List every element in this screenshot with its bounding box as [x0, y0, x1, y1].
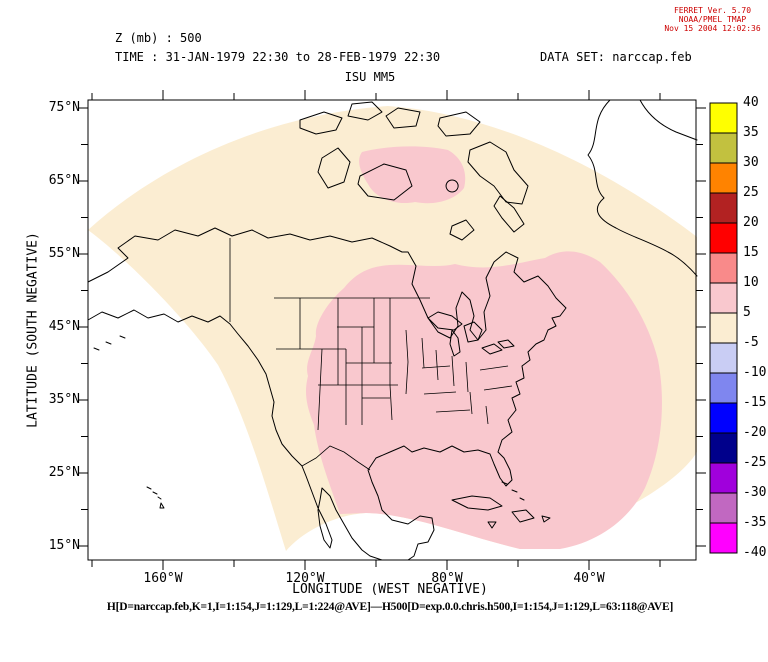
colorbar [709, 102, 738, 554]
cbar-label-m40: -40 [743, 545, 767, 560]
colorbar-frame [709, 102, 738, 554]
x-tick-40W: 40°W [573, 571, 605, 586]
ferret-version: FERRET Ver. 5.70 [673, 6, 752, 15]
model-domain [88, 106, 697, 551]
colorbar-cell [709, 222, 738, 254]
plot-title: Z (mb) : 500 [115, 31, 202, 45]
ferret-credit: FERRET Ver. 5.70 NOAA/PMEL TMAP Nov 15 2… [640, 6, 768, 33]
colorbar-cell [709, 162, 738, 194]
x-axis-label: LONGITUDE (WEST NEGATIVE) [292, 582, 488, 597]
cbar-label-20: 20 [743, 215, 759, 230]
colorbar-cell [709, 432, 738, 464]
ferret-timestamp: Nov 15 2004 12:02:36 [664, 24, 761, 33]
cbar-label-25: 25 [743, 185, 759, 200]
ferret-org: NOAA/PMEL TMAP [678, 15, 747, 24]
cbar-label-m20: -20 [743, 425, 767, 440]
cbar-label-5: 5 [743, 305, 751, 320]
cbar-label-m25: -25 [743, 455, 767, 470]
colorbar-cell [709, 492, 738, 524]
colorbar-cell [709, 312, 738, 344]
x-tick-160W: 160°W [143, 571, 183, 586]
colorbar-cell [709, 282, 738, 314]
ferret-expression: H[D=narccap.feb,K=1,I=1:154,J=1:129,L=1:… [106, 601, 674, 613]
cbar-label-m15: -15 [743, 395, 767, 410]
y-tick-65N: 65°N [48, 173, 80, 188]
coastlines [87, 99, 698, 561]
cbar-label-m5: -5 [743, 335, 759, 350]
cbar-label-15: 15 [743, 245, 759, 260]
state-borders [229, 238, 513, 471]
colorbar-cell [709, 372, 738, 404]
y-tick-25N: 25°N [48, 465, 80, 480]
colorbar-cell [709, 132, 738, 164]
colorbar-cell [709, 192, 738, 224]
plot-subtitle: ISU MM5 [344, 70, 396, 84]
time-range: TIME : 31-JAN-1979 22:30 to 28-FEB-1979 … [115, 50, 441, 64]
plot-frame [87, 99, 697, 561]
axis-ticks [78, 90, 706, 570]
cbar-label-10: 10 [743, 275, 759, 290]
x-tick-80W: 80°W [431, 571, 463, 586]
cbar-label-m10: -10 [743, 365, 767, 380]
y-tick-75N: 75°N [48, 100, 80, 115]
colorbar-cell [709, 402, 738, 434]
colorbar-cell [709, 102, 738, 134]
dataset-label: DATA SET: narccap.feb [540, 50, 692, 64]
y-tick-35N: 35°N [48, 392, 80, 407]
y-tick-45N: 45°N [48, 319, 80, 334]
colorbar-cell [709, 252, 738, 284]
colorbar-cell [709, 462, 738, 494]
x-tick-120W: 120°W [285, 571, 325, 586]
cbar-label-40: 40 [743, 95, 759, 110]
band-5-10-east [306, 251, 662, 549]
cbar-label-m30: -30 [743, 485, 767, 500]
cbar-label-35: 35 [743, 125, 759, 140]
cbar-label-30: 30 [743, 155, 759, 170]
band-5-10-north [359, 146, 466, 204]
y-tick-15N: 15°N [48, 538, 80, 553]
colorbar-cell [709, 342, 738, 374]
cbar-label-m35: -35 [743, 515, 767, 530]
y-tick-55N: 55°N [48, 246, 80, 261]
colorbar-cell [709, 522, 738, 554]
